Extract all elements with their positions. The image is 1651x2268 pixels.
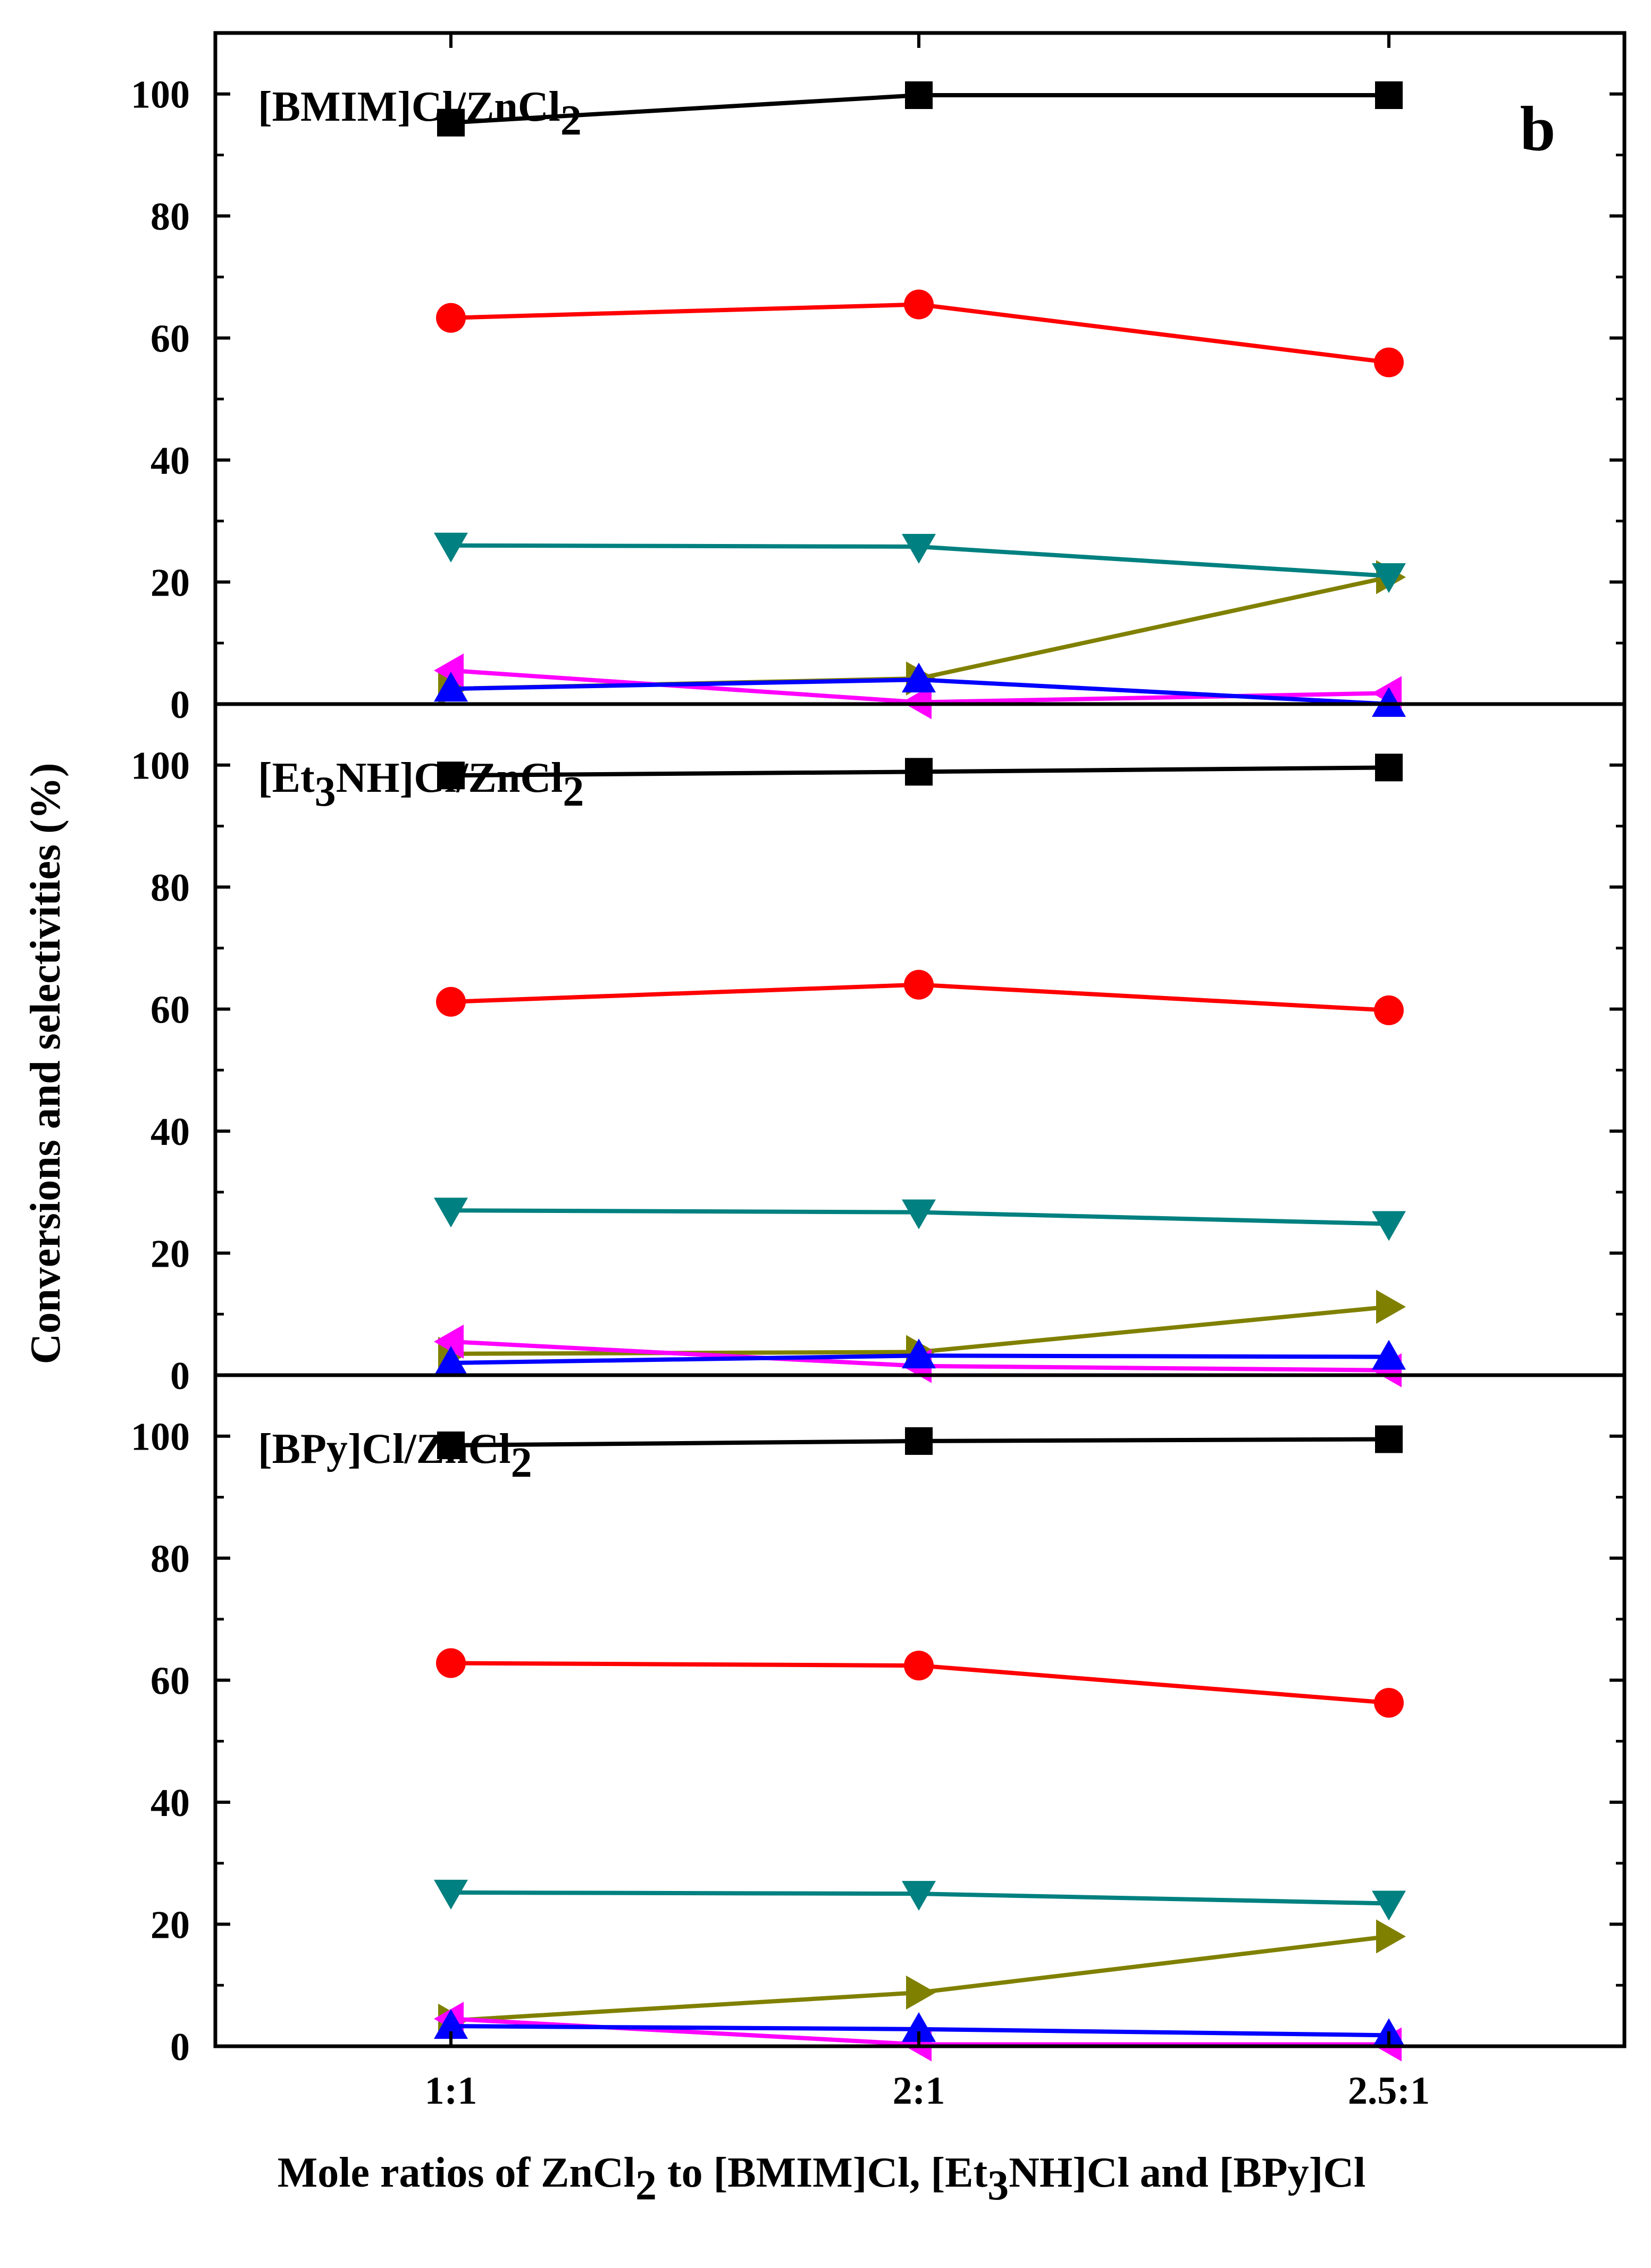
point-blue-up-triangle-2:1: [902, 2012, 936, 2042]
point-red-circle-2:1: [904, 289, 934, 320]
series-red-circle: [436, 289, 1404, 378]
point-olive-right-triangle-2:1: [906, 1976, 936, 2010]
series-red-circle: [436, 969, 1404, 1025]
y-axis-title: Conversions and selectivities (%): [22, 763, 69, 1364]
y-tick-label: 0: [170, 683, 190, 727]
point-red-circle-2:1: [904, 1651, 934, 1681]
point-teal-down-triangle-2:1: [902, 1199, 936, 1229]
point-olive-right-triangle-2.5:1: [1376, 1919, 1406, 1954]
point-teal-down-triangle-2:1: [902, 534, 936, 564]
y-tick-label: 20: [150, 1233, 190, 1276]
y-tick-label: 60: [150, 989, 190, 1032]
point-black-square-2.5:1: [1375, 754, 1403, 782]
point-black-square-1:1: [437, 761, 465, 790]
series-teal-down-triangle: [434, 532, 1406, 593]
point-olive-right-triangle-2.5:1: [1376, 1290, 1406, 1324]
y-tick-label: 40: [150, 439, 190, 483]
point-red-circle-1:1: [436, 986, 466, 1017]
y-tick-label: 80: [150, 1537, 190, 1581]
y-tick-label: 0: [170, 1354, 190, 1398]
point-black-square-2:1: [905, 81, 933, 110]
point-teal-down-triangle-2.5:1: [1372, 563, 1406, 593]
series-black-square: [437, 1425, 1403, 1459]
x-axis: 1:1 2:1 2.5:1: [425, 33, 1430, 2113]
point-teal-down-triangle-2.5:1: [1372, 1211, 1406, 1241]
point-teal-down-triangle-1:1: [434, 532, 468, 563]
y-tick-label: 60: [150, 317, 190, 361]
y-tick-label: 80: [150, 866, 190, 910]
point-teal-down-triangle-2.5:1: [1372, 1890, 1406, 1921]
panel-title-1: [BMIM]Cl/ZnCl2: [258, 83, 582, 144]
point-black-square-1:1: [437, 1431, 465, 1459]
point-teal-down-triangle-1:1: [434, 1198, 468, 1228]
y-tick-label: 0: [170, 2026, 190, 2069]
x-tick-label: 1:1: [425, 2069, 477, 2113]
point-magenta-left-triangle-1:1: [434, 653, 464, 688]
series-black-square: [437, 754, 1403, 790]
y-tick-label: 100: [131, 73, 190, 117]
point-blue-up-triangle-2.5:1: [1372, 1340, 1406, 1370]
point-blue-up-triangle-1:1: [434, 1346, 468, 1376]
point-teal-down-triangle-1:1: [434, 1879, 468, 1910]
point-black-square-2.5:1: [1375, 1425, 1403, 1453]
series-black-square: [437, 81, 1403, 137]
point-red-circle-2:1: [904, 969, 934, 1000]
y-tick-label: 20: [150, 1904, 190, 1947]
point-teal-down-triangle-2:1: [902, 1881, 936, 1911]
panel-title-3: [BPy]Cl/ZnCl2: [258, 1426, 532, 1486]
panel-3: 0 20 40 60 80 100 [BPy]Cl/ZnCl2: [131, 1374, 1624, 2069]
series-teal-down-triangle: [434, 1198, 1406, 1241]
series-blue-up-triangle: [434, 663, 1406, 717]
point-blue-up-triangle-2:1: [902, 1338, 936, 1369]
point-red-circle-2.5:1: [1374, 347, 1404, 378]
point-red-circle-2.5:1: [1374, 1688, 1404, 1718]
y-tick-label: 100: [131, 1416, 190, 1459]
y-tick-label: 100: [131, 744, 190, 788]
series-red-circle: [436, 1648, 1404, 1718]
panel-letter: b: [1520, 93, 1556, 164]
point-black-square-1:1: [437, 108, 465, 137]
panel-1: 0 20 40 60 80 100 [BMIM]Cl/ZnCl2: [131, 31, 1624, 727]
point-blue-up-triangle-1:1: [434, 2009, 468, 2039]
point-blue-up-triangle-2.5:1: [1372, 687, 1406, 717]
series-teal-down-triangle: [434, 1879, 1406, 1921]
x-tick-label: 2:1: [893, 2069, 945, 2113]
series-blue-up-triangle: [434, 1338, 1406, 1376]
point-black-square-2.5:1: [1375, 81, 1403, 110]
point-blue-up-triangle-1:1: [434, 672, 468, 702]
x-tick-label: 2.5:1: [1348, 2069, 1430, 2113]
point-blue-up-triangle-2:1: [902, 663, 936, 693]
point-black-square-2:1: [905, 758, 933, 786]
y-tick-label: 40: [150, 1110, 190, 1154]
point-red-circle-2.5:1: [1374, 995, 1404, 1025]
x-axis-title: Mole ratios of ZnCl2 to [BMIM]Cl, [Et3NH…: [278, 2149, 1365, 2209]
point-red-circle-1:1: [436, 303, 466, 333]
point-black-square-2:1: [905, 1427, 933, 1455]
y-tick-label: 40: [150, 1781, 190, 1825]
y-tick-label: 80: [150, 195, 190, 239]
point-magenta-left-triangle-1:1: [434, 1324, 464, 1359]
point-red-circle-1:1: [436, 1648, 466, 1678]
y-tick-label: 20: [150, 562, 190, 605]
y-tick-label: 60: [150, 1660, 190, 1703]
